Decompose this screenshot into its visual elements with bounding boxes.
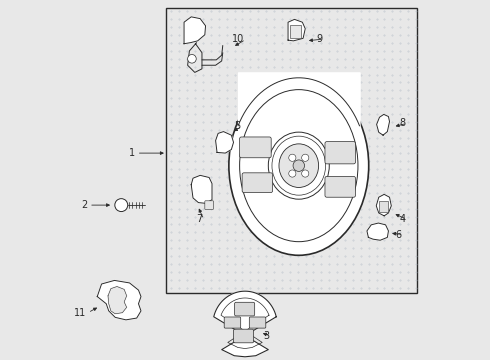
Polygon shape	[108, 287, 126, 314]
Ellipse shape	[229, 76, 368, 255]
Text: 2: 2	[81, 200, 87, 210]
Circle shape	[115, 199, 128, 212]
Circle shape	[289, 170, 296, 177]
FancyBboxPatch shape	[290, 26, 300, 38]
Polygon shape	[216, 132, 234, 153]
Polygon shape	[214, 291, 276, 357]
Text: 10: 10	[232, 35, 244, 44]
Text: 1: 1	[129, 148, 135, 158]
Polygon shape	[191, 175, 212, 203]
FancyBboxPatch shape	[325, 141, 355, 164]
Ellipse shape	[279, 144, 319, 188]
Polygon shape	[288, 19, 305, 41]
Polygon shape	[97, 280, 141, 320]
Polygon shape	[376, 194, 392, 216]
Bar	[166, 8, 417, 293]
FancyBboxPatch shape	[235, 302, 255, 316]
Ellipse shape	[240, 90, 358, 242]
Ellipse shape	[269, 132, 329, 199]
Text: 9: 9	[316, 34, 322, 44]
FancyBboxPatch shape	[242, 173, 272, 193]
FancyBboxPatch shape	[325, 176, 355, 197]
Circle shape	[302, 170, 309, 177]
Text: 8: 8	[399, 118, 405, 128]
Text: 3: 3	[263, 331, 269, 341]
Text: 6: 6	[395, 230, 402, 239]
Circle shape	[293, 160, 304, 171]
FancyBboxPatch shape	[205, 201, 214, 210]
FancyBboxPatch shape	[379, 201, 388, 212]
FancyBboxPatch shape	[234, 329, 254, 343]
FancyBboxPatch shape	[240, 137, 271, 158]
Text: 4: 4	[399, 215, 405, 224]
Circle shape	[188, 54, 196, 63]
Circle shape	[302, 154, 309, 161]
Text: 5: 5	[234, 121, 240, 131]
Text: 11: 11	[74, 308, 86, 318]
Polygon shape	[377, 114, 390, 135]
FancyBboxPatch shape	[249, 317, 266, 328]
Polygon shape	[367, 223, 389, 240]
Polygon shape	[184, 17, 205, 44]
Text: 7: 7	[196, 215, 202, 224]
FancyBboxPatch shape	[224, 317, 241, 328]
Circle shape	[289, 154, 296, 161]
